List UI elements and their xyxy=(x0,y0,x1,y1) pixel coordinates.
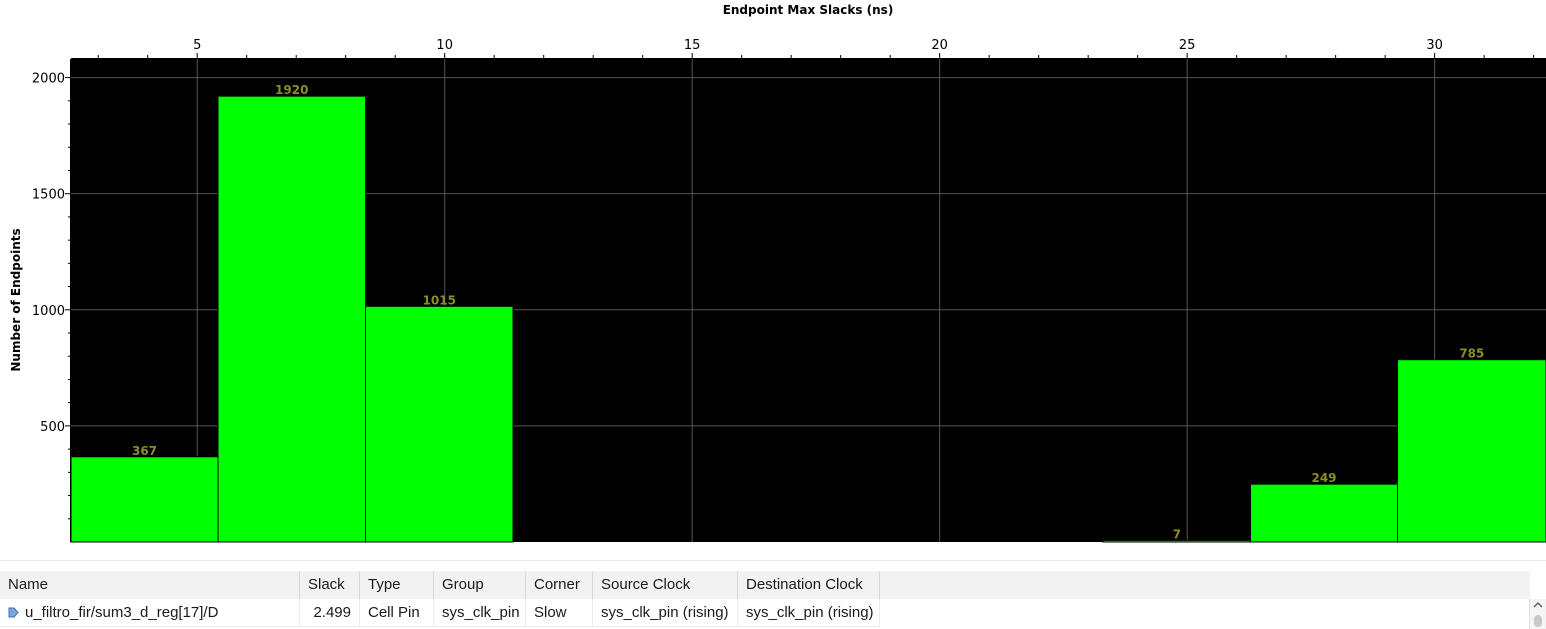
endpoint-name: u_filtro_fir/sum3_d_reg[17]/D xyxy=(25,604,219,621)
cell-slack: 2.499 xyxy=(300,599,360,627)
x-axis-title: Endpoint Max Slacks (ns) xyxy=(723,3,894,17)
bar-value-label: 1015 xyxy=(423,293,456,307)
cell-name[interactable]: u_filtro_fir/sum3_d_reg[17]/D xyxy=(0,599,300,627)
x-tick-label: 15 xyxy=(684,38,701,53)
histogram-bar xyxy=(365,305,514,543)
table-header: Name Slack Type Group Corner Source Cloc… xyxy=(0,571,1530,599)
column-header-slack[interactable]: Slack xyxy=(300,571,360,599)
column-header-name[interactable]: Name xyxy=(0,571,300,599)
endpoints-table: Name Slack Type Group Corner Source Cloc… xyxy=(0,560,1546,629)
pin-icon xyxy=(8,607,19,618)
histogram-panel: 367 1920 1015 7 249 785 5 10 15 20 25 30 500 1000 1500… xyxy=(9,3,1546,543)
histogram-bar xyxy=(1397,359,1546,543)
y-tick-label: 1500 xyxy=(32,188,65,203)
histogram-bar xyxy=(70,456,219,543)
y-axis-title: Number of Endpoints xyxy=(9,228,23,371)
bar-value-label: 367 xyxy=(132,444,157,458)
bar-value-label: 1920 xyxy=(275,83,308,97)
x-tick-label: 30 xyxy=(1426,38,1443,53)
column-header-group[interactable]: Group xyxy=(434,571,526,599)
bar-value-label: 785 xyxy=(1459,347,1484,361)
bar-value-label: 7 xyxy=(1173,527,1181,541)
column-header-destination-clock[interactable]: Destination Clock xyxy=(738,571,880,599)
cell-group: sys_clk_pin xyxy=(434,599,526,627)
column-header-type[interactable]: Type xyxy=(360,571,434,599)
y-tick-label: 500 xyxy=(40,420,65,435)
column-header-corner[interactable]: Corner xyxy=(526,571,593,599)
cell-corner: Slow xyxy=(526,599,593,627)
column-header-source-clock[interactable]: Source Clock xyxy=(593,571,738,599)
x-tick-label: 10 xyxy=(436,38,453,53)
x-tick-label: 25 xyxy=(1179,38,1196,53)
y-tick-label: 2000 xyxy=(32,72,65,87)
x-tick-label: 20 xyxy=(931,38,948,53)
table-row[interactable]: u_filtro_fir/sum3_d_reg[17]/D 2.499 Cell… xyxy=(0,599,1530,627)
x-tick-label: 5 xyxy=(193,38,201,53)
vertical-scrollbar[interactable] xyxy=(1529,599,1546,629)
scrollbar-thumb[interactable] xyxy=(1534,615,1542,627)
histogram-bar xyxy=(1250,483,1399,543)
y-tick-label: 1000 xyxy=(32,304,65,319)
histogram-bar xyxy=(217,95,367,543)
cell-type: Cell Pin xyxy=(360,599,434,627)
bar-value-label: 249 xyxy=(1311,471,1336,485)
cell-source-clock: sys_clk_pin (rising) xyxy=(593,599,738,627)
cell-destination-clock: sys_clk_pin (rising) xyxy=(738,599,880,627)
scroll-up-arrow-icon[interactable] xyxy=(1533,601,1543,609)
